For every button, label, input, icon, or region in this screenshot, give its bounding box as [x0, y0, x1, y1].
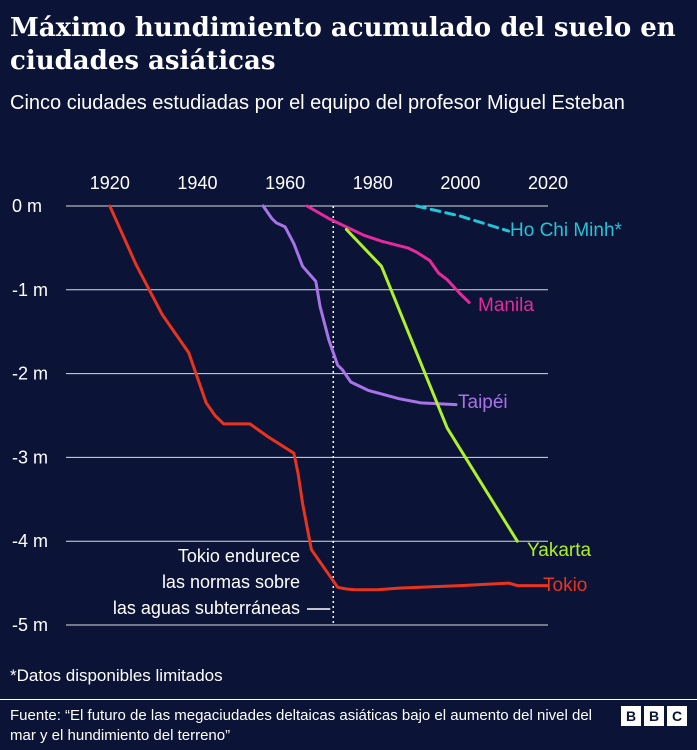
x-tick-label: 1980	[353, 173, 393, 193]
series-label-manila: Manila	[478, 295, 534, 316]
y-tick-label: 0 m	[12, 196, 42, 216]
logo-letter-c: C	[667, 706, 687, 726]
annotation-text: Tokio endurece	[178, 546, 300, 566]
y-tick-label: -4 m	[12, 531, 48, 551]
logo-letter-b2: B	[644, 706, 664, 726]
footer-divider	[0, 699, 697, 700]
chart-subtitle: Cinco ciudades estudiadas por el equipo …	[10, 92, 625, 114]
x-tick-label: 2000	[440, 173, 480, 193]
series-line-manila	[305, 204, 471, 304]
chart-title: Máximo hundimiento acumulado del suelo e…	[10, 13, 676, 76]
bbc-logo: B B C	[621, 706, 687, 726]
annotation-text: las normas sobre	[162, 572, 300, 592]
series-label-ho-chi-minh: Ho Chi Minh*	[510, 220, 623, 241]
y-tick-label: -1 m	[12, 280, 48, 300]
series-line-yakarta	[344, 228, 519, 543]
series-label-taip-i: Taipéi	[458, 392, 508, 413]
x-tick-label: 2020	[528, 173, 568, 193]
series-line-ho-chi-minh	[415, 204, 511, 233]
y-tick-label: -2 m	[12, 364, 48, 384]
x-tick-label: 1960	[265, 173, 305, 193]
series-line-taip-i	[261, 204, 458, 407]
y-tick-label: -3 m	[12, 447, 48, 467]
series-label-yakarta: Yakarta	[527, 540, 592, 561]
y-tick-label: -5 m	[12, 615, 48, 635]
x-tick-label: 1920	[90, 173, 130, 193]
line-chart: 0 m -1 m -2 m -3 m -4 m -5 m 1920 1940 1960 1980 2…	[12, 173, 623, 635]
footnote: *Datos disponibles limitados	[10, 666, 223, 685]
logo-letter-b1: B	[621, 706, 641, 726]
source-note: Fuente: “El futuro de las megaciudades d…	[10, 707, 593, 744]
series-label-tokio: Tokio	[543, 575, 587, 596]
series-line-tokio	[108, 204, 550, 592]
annotation-text: las aguas subterráneas	[113, 598, 300, 618]
x-tick-label: 1940	[177, 173, 217, 193]
